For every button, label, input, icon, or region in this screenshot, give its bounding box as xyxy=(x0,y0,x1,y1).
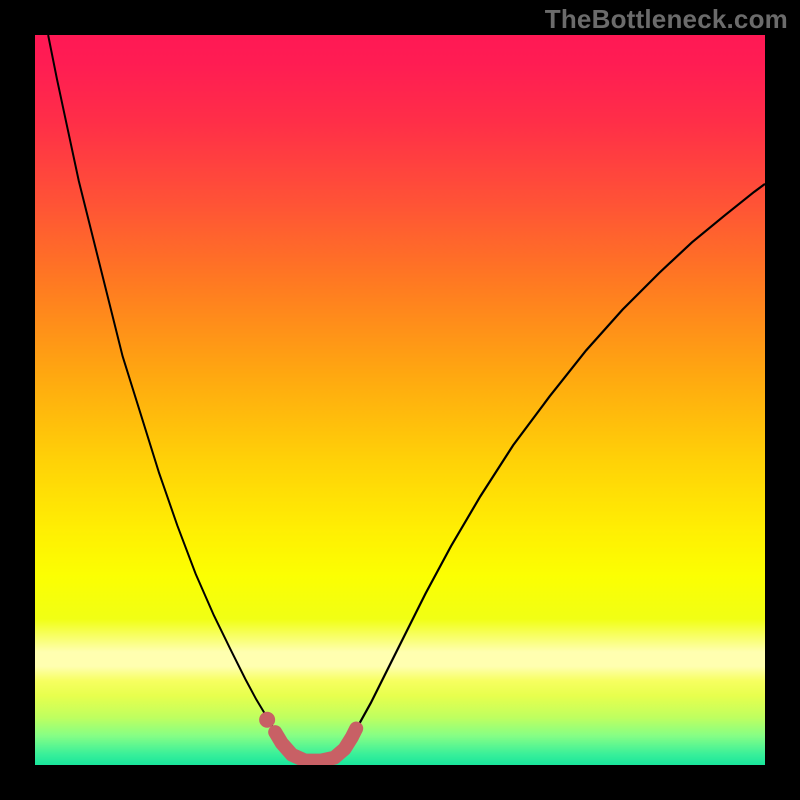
plot-area xyxy=(35,35,765,765)
chart-frame: TheBottleneck.com xyxy=(0,0,800,800)
watermark-text: TheBottleneck.com xyxy=(545,4,788,35)
bottleneck-curve-left xyxy=(48,35,275,731)
optimum-dot-marker xyxy=(259,712,275,728)
curve-layer xyxy=(35,35,765,765)
bottleneck-curve-right xyxy=(355,184,765,731)
optimum-u-marker xyxy=(275,729,356,761)
